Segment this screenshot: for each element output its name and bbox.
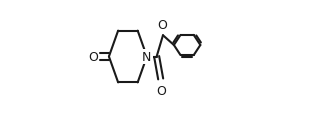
Text: O: O — [88, 51, 98, 63]
Text: O: O — [157, 18, 167, 31]
Text: O: O — [157, 84, 166, 97]
Text: N: N — [142, 51, 151, 63]
